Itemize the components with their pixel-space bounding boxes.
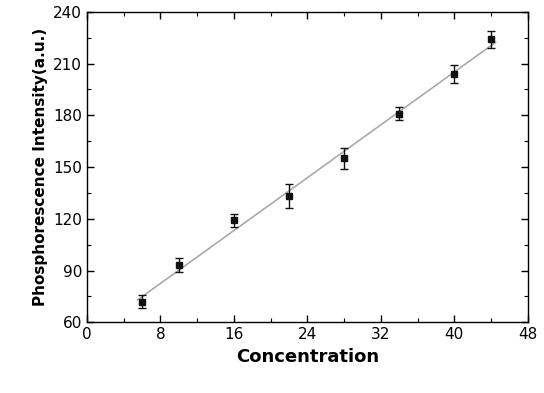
Y-axis label: Phosphorescence Intensity(a.u.): Phosphorescence Intensity(a.u.) bbox=[33, 28, 48, 306]
X-axis label: Concentration: Concentration bbox=[236, 348, 379, 365]
